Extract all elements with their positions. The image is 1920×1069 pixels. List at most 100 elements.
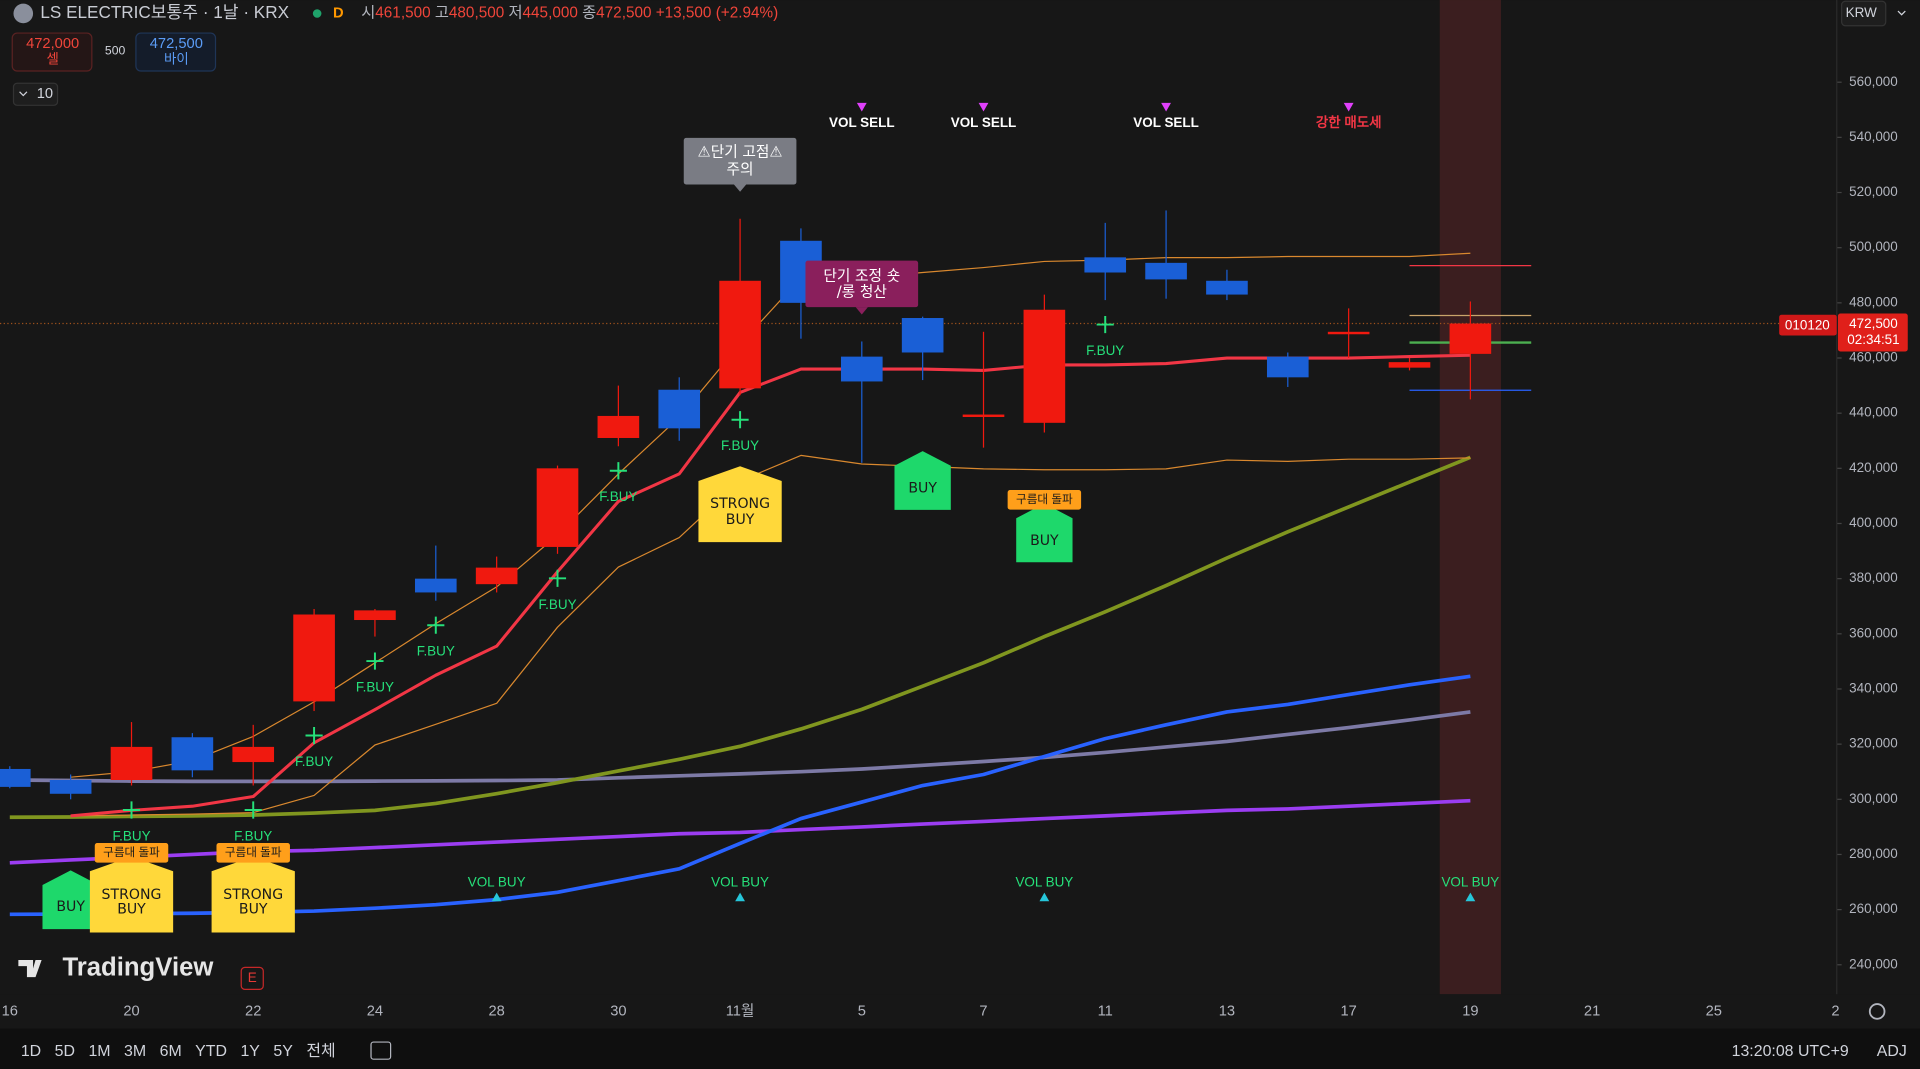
symbol-logo bbox=[13, 3, 34, 24]
y-tick-label: 560,000 bbox=[1849, 74, 1898, 89]
earnings-marker[interactable] bbox=[240, 966, 264, 991]
range-button[interactable]: 6M bbox=[160, 1043, 182, 1060]
range-button[interactable]: YTD bbox=[195, 1043, 227, 1060]
ohlc-label: 종 bbox=[582, 5, 596, 22]
y-tick-label: 380,000 bbox=[1849, 570, 1898, 585]
signal-label: VOL BUY bbox=[1441, 874, 1499, 889]
signal-text-box: STRONG BUY bbox=[710, 496, 770, 527]
signal-label: 구름대 돌파 bbox=[1016, 493, 1073, 506]
signal-label: F.BUY bbox=[356, 680, 394, 695]
x-tick-label: 30 bbox=[610, 1003, 626, 1019]
sell-label: 셀 bbox=[46, 52, 58, 67]
buy-button[interactable] bbox=[135, 32, 217, 72]
signal-marker bbox=[856, 102, 867, 112]
signal-label: 구름대 돌파 bbox=[225, 846, 282, 859]
range-button[interactable]: 1D bbox=[21, 1043, 41, 1060]
candle-body bbox=[1206, 280, 1248, 295]
earnings: E bbox=[248, 970, 257, 985]
signal-label: VOL SELL bbox=[951, 115, 1017, 130]
signal-label: VOL BUY bbox=[1015, 874, 1073, 889]
x-tick-label: 2 bbox=[1831, 1003, 1839, 1019]
overlay-line bbox=[70, 454, 1471, 817]
y-tick-label: 520,000 bbox=[1849, 184, 1898, 199]
plot-area: VOL SELL VOL SELL VOL SELL 강한 매도세 VOL BUY VOL… bbox=[0, 0, 1837, 995]
candle-body bbox=[171, 737, 214, 771]
x-tick-label: 11 bbox=[1098, 1003, 1113, 1019]
market-status bbox=[312, 9, 322, 18]
signal-label: VOL SELL bbox=[1133, 115, 1199, 130]
candle-body bbox=[597, 415, 640, 438]
y-tick-label: 340,000 bbox=[1849, 681, 1898, 696]
settings-icon[interactable] bbox=[1868, 1003, 1886, 1020]
candle-body bbox=[232, 746, 275, 763]
signal-marker bbox=[366, 652, 384, 670]
candle-body bbox=[293, 614, 335, 702]
signal-tag bbox=[94, 843, 169, 863]
y-tick-label: 300,000 bbox=[1849, 791, 1898, 806]
y-tick-label: 320,000 bbox=[1849, 736, 1898, 751]
range-button[interactable]: 5D bbox=[55, 1043, 75, 1060]
sell-button[interactable] bbox=[11, 32, 93, 72]
highlight-column bbox=[1439, 0, 1501, 995]
x-tick-label: 20 bbox=[123, 1003, 139, 1019]
y-tick-label: 540,000 bbox=[1849, 129, 1898, 144]
clock: 13:20:08 UTC+9 bbox=[1732, 1043, 1849, 1060]
signal-marker bbox=[1343, 102, 1354, 112]
currency: KRW bbox=[1846, 5, 1877, 20]
signal-flag bbox=[89, 856, 174, 933]
ohlc-value: 480,500 bbox=[449, 5, 504, 22]
y-axis: 240,000 260,000 280,000 300,000 320,000 340,0… bbox=[1836, 74, 1898, 971]
signal-label: F.BUY bbox=[112, 829, 150, 844]
ohlc: 시461,500 고480,500 저445,000 종472,500 +13,… bbox=[361, 5, 778, 22]
ohlc-value: 445,000 bbox=[523, 5, 578, 22]
signal-flag bbox=[1016, 503, 1073, 563]
x-tick-label: 24 bbox=[367, 1003, 383, 1019]
sell-price: 472,000 bbox=[26, 36, 79, 52]
adj-button[interactable]: ADJ bbox=[1877, 1043, 1907, 1060]
signal-marker bbox=[548, 569, 567, 587]
signal-marker bbox=[305, 726, 323, 745]
candle-body bbox=[1388, 362, 1431, 368]
signal-marker bbox=[978, 102, 989, 112]
x-tick-label: 5 bbox=[858, 1003, 866, 1019]
x-tick-label: 7 bbox=[979, 1003, 987, 1019]
candle-body bbox=[719, 280, 761, 389]
buy-price: 472,500 bbox=[150, 36, 203, 52]
signal-label: BUY bbox=[1030, 531, 1059, 549]
signal-marker bbox=[1161, 102, 1171, 112]
signal-label: F.BUY bbox=[295, 754, 333, 769]
signal-label: F.BUY bbox=[234, 829, 272, 844]
currency-chevron[interactable] bbox=[1897, 10, 1906, 16]
candle-body bbox=[962, 414, 1005, 417]
candle-body bbox=[1266, 356, 1309, 378]
range-button[interactable]: 1M bbox=[88, 1043, 110, 1060]
signal-tag bbox=[1007, 490, 1082, 510]
signal-text-box: STRONG BUY bbox=[102, 886, 162, 917]
signal-label: F.BUY bbox=[417, 644, 455, 659]
symbol-tag: 010120 bbox=[1785, 317, 1830, 332]
y-tick-label: 440,000 bbox=[1849, 405, 1898, 420]
price-tag-countdown: 02:34:51 bbox=[1847, 332, 1899, 347]
signal-label: VOL SELL bbox=[829, 115, 895, 130]
signal-flag bbox=[894, 451, 951, 510]
date-range-icon[interactable] bbox=[370, 1041, 392, 1060]
candle-body bbox=[475, 567, 518, 585]
indicator-toggle[interactable] bbox=[12, 82, 59, 106]
range-button[interactable]: 전체 bbox=[306, 1042, 335, 1060]
candle-body bbox=[1449, 323, 1492, 354]
x-axis-bg bbox=[0, 994, 1920, 1029]
price-tag: 010120 472,500 02:34:51 bbox=[1779, 313, 1908, 352]
logo-mark bbox=[18, 960, 42, 978]
range-button[interactable]: 5Y bbox=[273, 1043, 293, 1060]
candle-body bbox=[110, 746, 153, 780]
range-button[interactable]: 1Y bbox=[240, 1043, 260, 1060]
currency-button[interactable] bbox=[1841, 0, 1887, 27]
spread: 500 bbox=[105, 44, 126, 58]
signal-text-box: BUY bbox=[908, 480, 937, 495]
ohlc-label: 저 bbox=[508, 5, 522, 22]
signal-text-box: BUY bbox=[56, 899, 85, 914]
candle-body bbox=[658, 389, 701, 429]
signal-label: F.BUY bbox=[721, 438, 759, 453]
signal-box bbox=[805, 260, 919, 308]
range-button[interactable]: 3M bbox=[124, 1043, 146, 1060]
